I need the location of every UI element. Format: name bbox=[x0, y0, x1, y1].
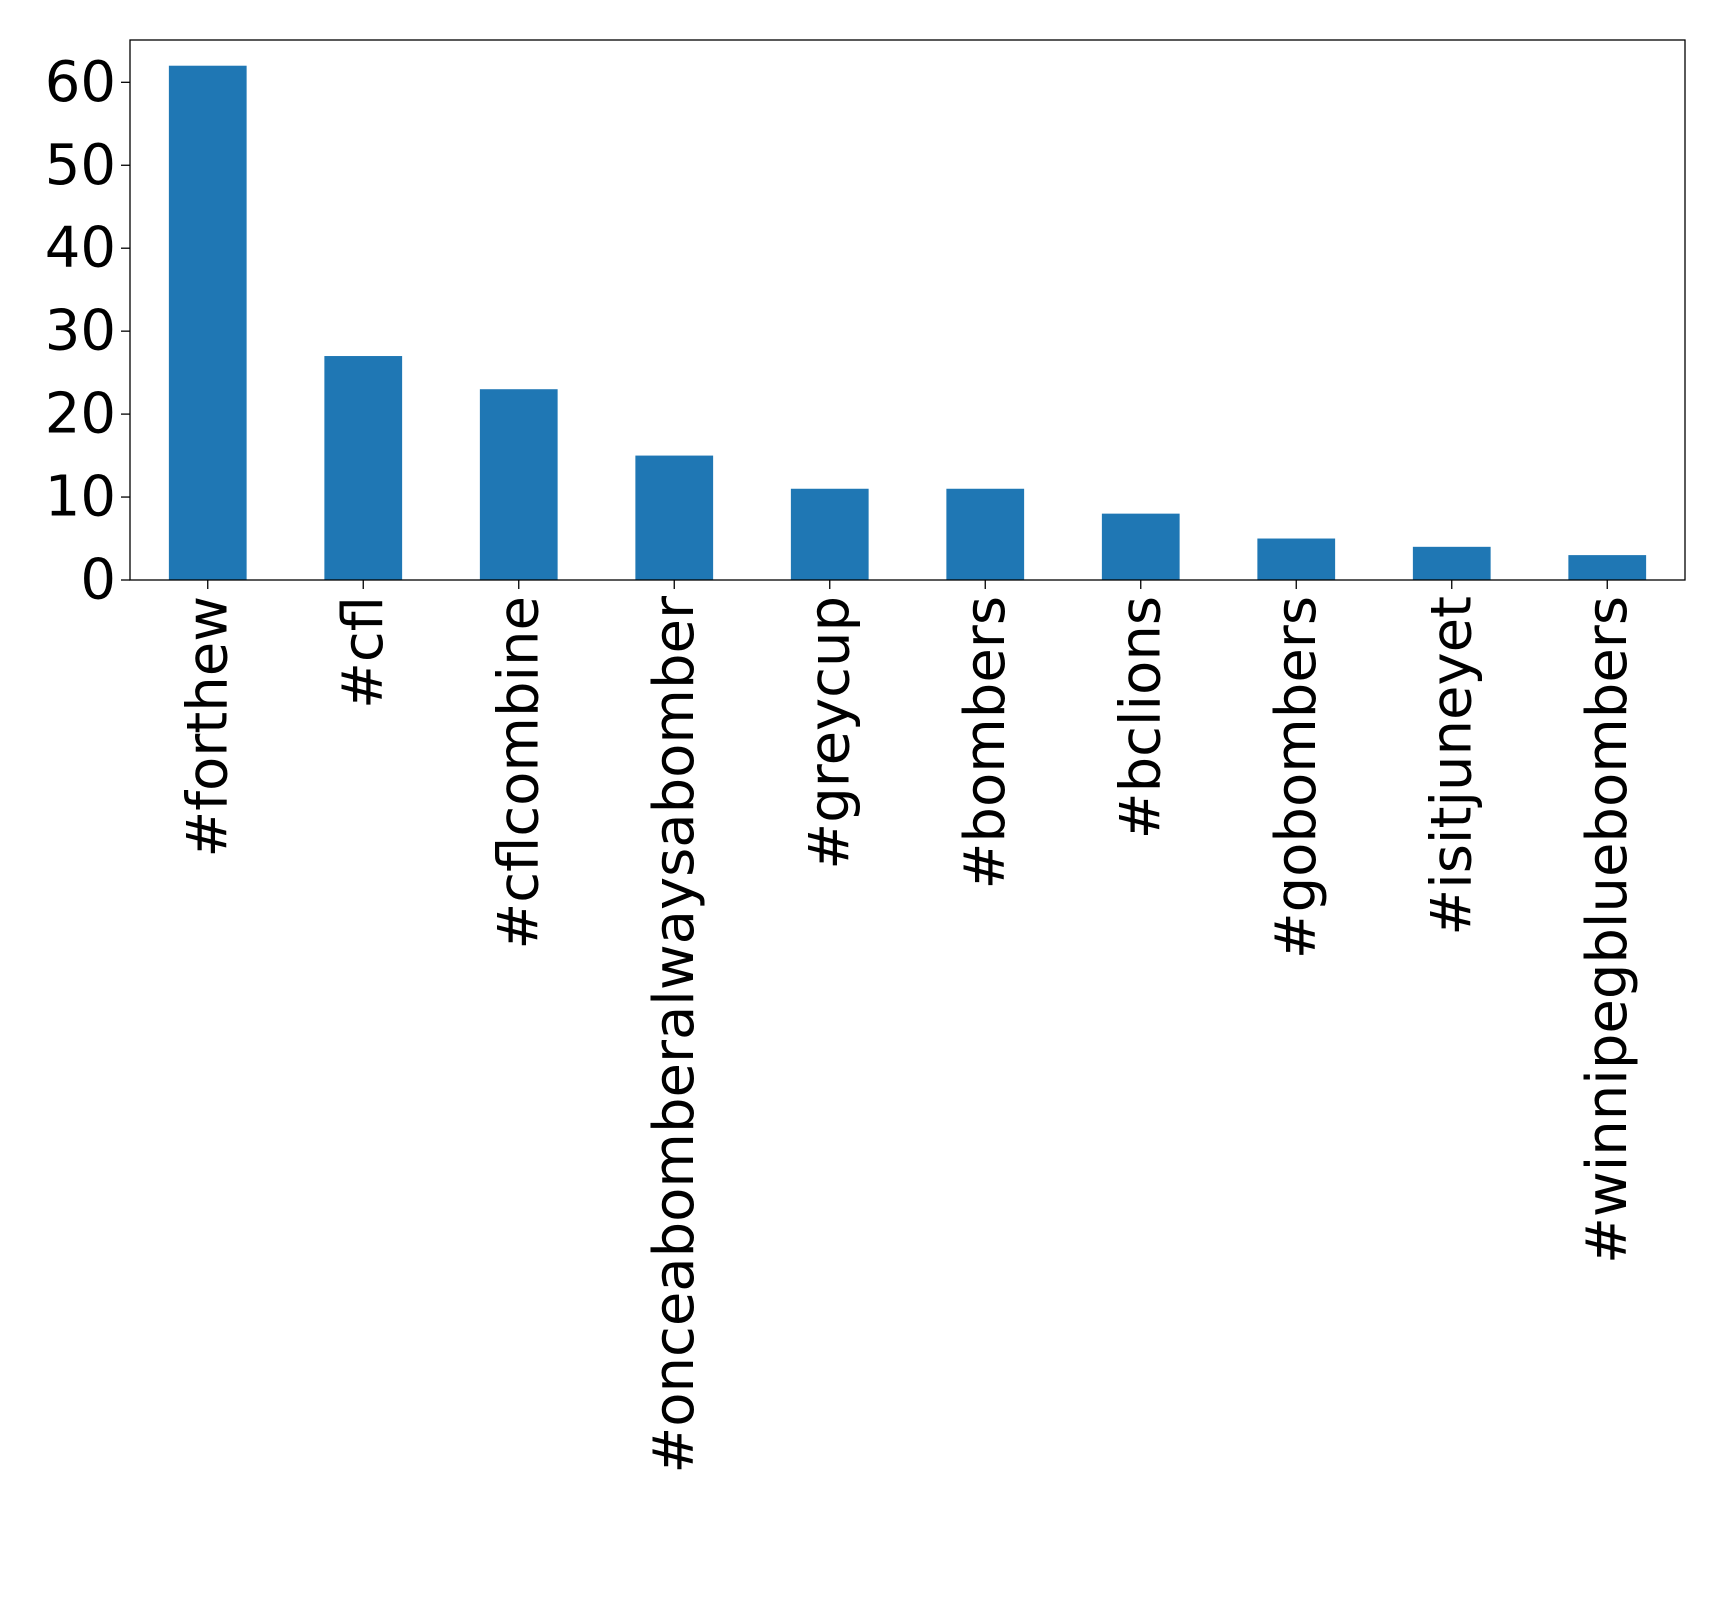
bar-isitjuneyet bbox=[1412, 546, 1491, 580]
x-tick-label: #greycup bbox=[797, 596, 862, 870]
x-tick-label: #gobombers bbox=[1264, 596, 1329, 959]
bar-onceabomberalwaysabomber bbox=[635, 455, 714, 580]
y-tick-label: 10 bbox=[45, 465, 116, 530]
bar-greycup bbox=[790, 488, 869, 580]
bar-cflcombine bbox=[479, 389, 558, 580]
y-tick-label: 20 bbox=[45, 382, 116, 447]
bar-bclions bbox=[1101, 513, 1180, 580]
x-tick-label: #cfl bbox=[331, 596, 396, 709]
x-tick-label: #bclions bbox=[1108, 596, 1173, 839]
bar-bombers bbox=[946, 488, 1025, 580]
bar-forthew bbox=[168, 65, 247, 580]
y-tick-label: 50 bbox=[45, 133, 116, 198]
y-tick-label: 40 bbox=[45, 216, 116, 281]
x-tick-label: #winnipegbluebombers bbox=[1575, 596, 1640, 1264]
x-tick-label: #bombers bbox=[953, 596, 1018, 889]
y-axis: 0 10 20 30 40 50 60 bbox=[45, 50, 130, 613]
bar-cfl bbox=[324, 356, 403, 580]
x-tick-label: #cflcombine bbox=[486, 596, 551, 950]
x-tick-label: #forthew bbox=[175, 596, 240, 858]
y-tick-label: 30 bbox=[45, 299, 116, 364]
x-tick-label: #isitjuneyet bbox=[1419, 596, 1484, 936]
y-tick-label: 60 bbox=[45, 50, 116, 115]
x-tick-label: #onceabomberalwaysabomber bbox=[642, 595, 707, 1474]
bar-gobombers bbox=[1257, 538, 1336, 580]
plot-frame bbox=[129, 39, 1686, 581]
y-tick-label: 0 bbox=[80, 548, 116, 613]
x-axis: #forthew #cfl #cflcombine #onceabomberalway… bbox=[175, 580, 1640, 1474]
bars-group bbox=[168, 65, 1647, 580]
bar-winnipegbluebombers bbox=[1568, 555, 1647, 580]
